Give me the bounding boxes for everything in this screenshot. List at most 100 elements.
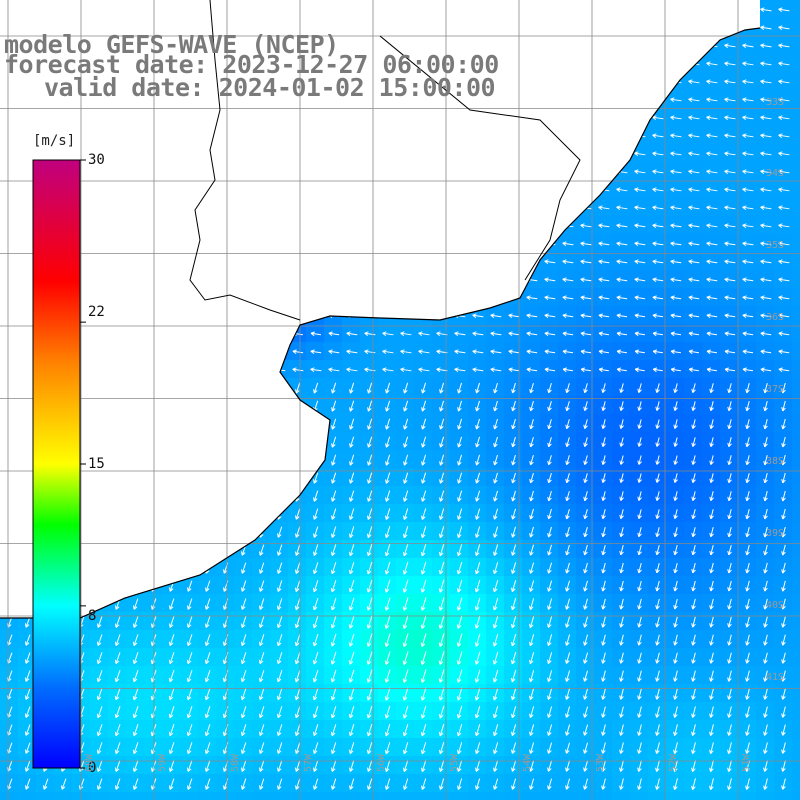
wind-arrow-head	[184, 331, 189, 334]
wind-arrow	[130, 206, 142, 210]
wind-arrow	[742, 242, 754, 246]
speed-cell	[324, 558, 343, 577]
speed-cell	[396, 18, 415, 37]
wind-arrow	[4, 152, 16, 156]
wind-arrow-head	[472, 206, 477, 211]
speed-cell	[792, 612, 800, 631]
speed-cell	[594, 630, 613, 649]
wind-arrow	[202, 332, 214, 336]
speed-cell	[702, 0, 721, 19]
wind-arrow-head	[184, 296, 189, 301]
wind-arrow	[598, 170, 610, 174]
wind-arrow-head	[688, 259, 693, 262]
wind-arrow	[115, 382, 121, 394]
wind-arrow-head	[778, 206, 783, 211]
wind-arrow-head	[652, 368, 657, 373]
speed-cell	[504, 216, 523, 235]
wind-arrow-head	[670, 295, 675, 298]
wind-arrow-head	[706, 62, 711, 67]
wind-arrow	[364, 116, 376, 120]
wind-arrow	[652, 224, 664, 228]
speed-cell	[450, 450, 469, 469]
speed-cell	[612, 108, 631, 127]
wind-arrow-head	[382, 350, 387, 355]
wind-arrow	[526, 26, 538, 30]
speed-cell	[720, 450, 739, 469]
speed-cell	[558, 54, 577, 73]
wind-arrow-head	[764, 389, 768, 394]
wind-arrow-head	[598, 97, 603, 100]
wind-arrow	[328, 8, 340, 12]
speed-cell	[558, 756, 577, 775]
speed-cell	[594, 126, 613, 145]
wind-arrow-head	[310, 170, 315, 175]
wind-arrow-head	[544, 260, 549, 265]
speed-cell	[540, 36, 559, 55]
wind-arrow	[94, 188, 106, 192]
speed-cell	[486, 198, 505, 217]
speed-cell	[234, 324, 253, 343]
wind-arrow	[778, 134, 790, 138]
wind-arrow	[526, 314, 538, 318]
wind-arrow	[760, 8, 772, 12]
speed-cell	[558, 90, 577, 109]
speed-cell	[558, 720, 577, 739]
speed-cell	[18, 108, 37, 127]
speed-cell	[288, 144, 307, 163]
wind-arrow-head	[598, 260, 603, 265]
speed-cell	[180, 450, 199, 469]
wind-arrow-head	[310, 25, 315, 28]
wind-arrow	[778, 242, 790, 246]
wind-arrow-head	[166, 277, 171, 280]
wind-arrow-head	[508, 79, 513, 82]
wind-arrow-head	[562, 295, 567, 298]
speed-cell	[792, 522, 800, 541]
wind-arrow-head	[364, 331, 369, 334]
speed-cell	[468, 324, 487, 343]
speed-cell	[198, 216, 217, 235]
speed-cell	[648, 450, 667, 469]
wind-arrow-head	[382, 8, 387, 13]
speed-cell	[360, 720, 379, 739]
wind-arrow	[166, 206, 178, 210]
speed-cell	[378, 648, 397, 667]
speed-cell	[0, 126, 19, 145]
wind-arrow-head	[724, 151, 729, 154]
wind-arrow-head	[652, 223, 657, 226]
wind-arrow-head	[241, 390, 246, 394]
wind-arrow-head	[562, 25, 567, 28]
wind-arrow-head	[490, 7, 495, 10]
wind-arrow-head	[760, 7, 765, 10]
wind-arrow	[328, 296, 340, 300]
wind-arrow-head	[346, 277, 351, 280]
wind-arrow-head	[782, 389, 786, 394]
speed-cell	[576, 720, 595, 739]
wind-arrow	[580, 260, 592, 264]
wind-arrow-head	[634, 98, 639, 103]
speed-cell	[540, 90, 559, 109]
wind-arrow-head	[670, 331, 675, 334]
wind-arrow	[634, 152, 646, 156]
speed-cell	[378, 162, 397, 181]
wind-arrow	[112, 26, 124, 30]
speed-cell	[702, 414, 721, 433]
speed-cell	[648, 612, 667, 631]
wind-arrow	[562, 80, 574, 84]
speed-cell	[594, 36, 613, 55]
wind-arrow	[706, 260, 718, 264]
wind-arrow-head	[346, 134, 351, 139]
wind-arrow-head	[166, 332, 171, 337]
wind-arrow-head	[544, 332, 549, 337]
wind-arrow-head	[184, 116, 189, 121]
wind-arrow-head	[220, 260, 225, 265]
speed-cell	[522, 126, 541, 145]
speed-cell	[0, 738, 19, 757]
speed-cell	[630, 738, 649, 757]
wind-arrow-head	[184, 8, 189, 13]
wind-arrow-head	[778, 331, 783, 334]
wind-arrow	[169, 400, 175, 412]
speed-cell	[342, 504, 361, 523]
wind-arrow-head	[580, 26, 585, 31]
wind-arrow-head	[454, 313, 459, 316]
speed-cell	[0, 198, 19, 217]
